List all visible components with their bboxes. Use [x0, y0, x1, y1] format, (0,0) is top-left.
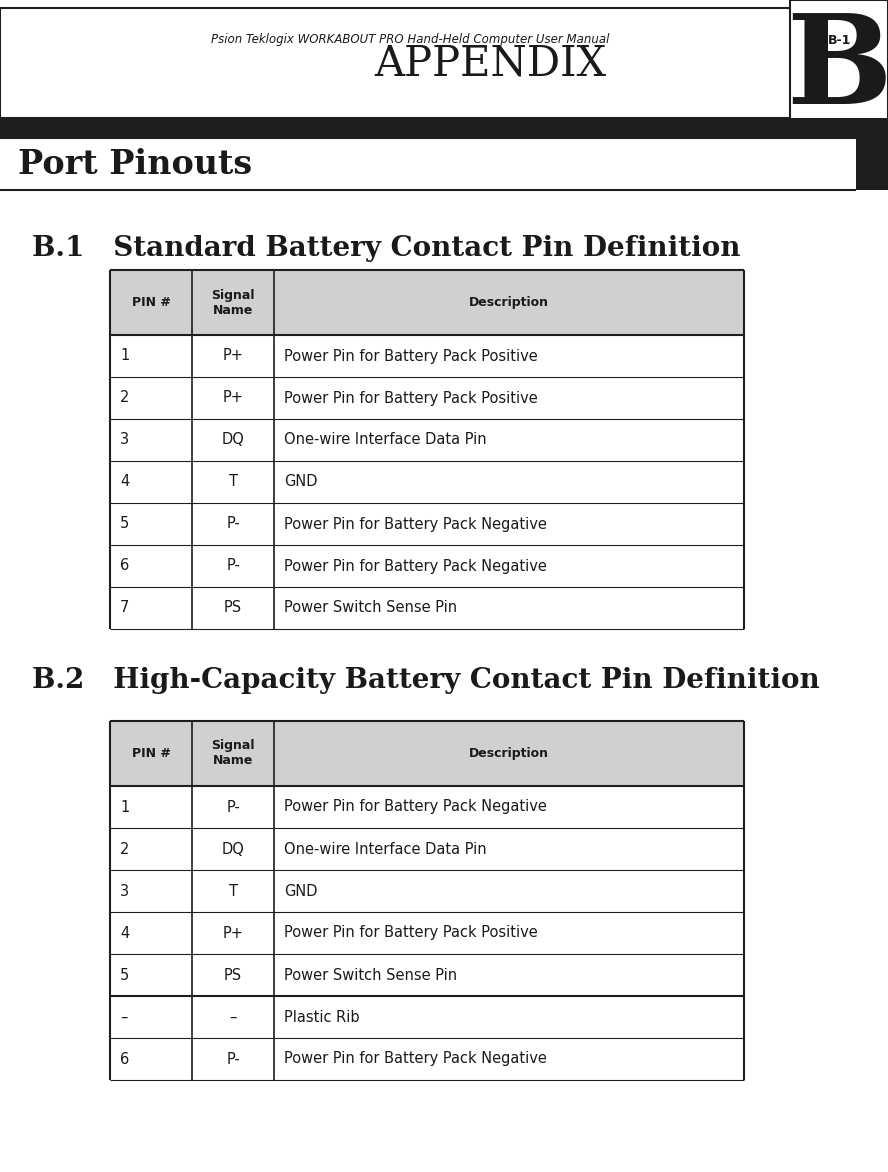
- Bar: [110, 1038, 744, 1081]
- Text: One-wire Interface Data Pin: One-wire Interface Data Pin: [284, 432, 487, 448]
- Bar: [0, 8, 856, 118]
- Text: 5: 5: [120, 968, 130, 982]
- Text: Power Pin for Battery Pack Negative: Power Pin for Battery Pack Negative: [284, 1051, 547, 1067]
- Text: 1: 1: [120, 799, 130, 815]
- Bar: [110, 870, 744, 912]
- Bar: [110, 912, 744, 954]
- Bar: [110, 996, 744, 1038]
- Text: One-wire Interface Data Pin: One-wire Interface Data Pin: [284, 841, 487, 857]
- Text: DQ: DQ: [222, 841, 244, 857]
- Text: 2: 2: [120, 841, 130, 857]
- Text: Power Pin for Battery Pack Positive: Power Pin for Battery Pack Positive: [284, 926, 538, 940]
- Text: Signal
Name: Signal Name: [211, 740, 255, 768]
- Text: P-: P-: [226, 517, 240, 531]
- Text: PS: PS: [224, 968, 242, 982]
- Text: 2: 2: [120, 390, 130, 406]
- Text: 6: 6: [120, 559, 130, 573]
- Text: P+: P+: [223, 926, 243, 940]
- Text: PIN #: PIN #: [131, 297, 170, 309]
- Text: APPENDIX: APPENDIX: [374, 42, 607, 84]
- Text: P-: P-: [226, 799, 240, 815]
- Bar: [110, 587, 744, 629]
- Text: 4: 4: [120, 926, 130, 940]
- Bar: [110, 461, 744, 503]
- Text: –: –: [120, 1009, 127, 1024]
- Text: 5: 5: [120, 517, 130, 531]
- Bar: [110, 420, 744, 461]
- Bar: [110, 270, 744, 335]
- Text: 3: 3: [120, 432, 129, 448]
- Text: Description: Description: [469, 297, 549, 309]
- Text: PS: PS: [224, 600, 242, 615]
- Text: P-: P-: [226, 1051, 240, 1067]
- Bar: [0, 138, 856, 190]
- Text: Power Switch Sense Pin: Power Switch Sense Pin: [284, 600, 457, 615]
- Bar: [110, 721, 744, 786]
- Text: Plastic Rib: Plastic Rib: [284, 1009, 360, 1024]
- Text: 6: 6: [120, 1051, 130, 1067]
- Text: GND: GND: [284, 884, 318, 899]
- Bar: [110, 545, 744, 587]
- Bar: [856, 8, 888, 138]
- Text: 4: 4: [120, 475, 130, 490]
- Text: Power Switch Sense Pin: Power Switch Sense Pin: [284, 968, 457, 982]
- Text: Power Pin for Battery Pack Negative: Power Pin for Battery Pack Negative: [284, 559, 547, 573]
- Text: B: B: [786, 8, 888, 129]
- Text: Description: Description: [469, 747, 549, 759]
- Bar: [110, 954, 744, 996]
- Text: 7: 7: [120, 600, 130, 615]
- Bar: [110, 503, 744, 545]
- Text: B.2   High-Capacity Battery Contact Pin Definition: B.2 High-Capacity Battery Contact Pin De…: [32, 668, 820, 695]
- Bar: [110, 377, 744, 420]
- Text: Power Pin for Battery Pack Positive: Power Pin for Battery Pack Positive: [284, 348, 538, 363]
- Text: –: –: [229, 1009, 237, 1024]
- Bar: [790, 0, 888, 128]
- Text: P+: P+: [223, 390, 243, 406]
- Text: DQ: DQ: [222, 432, 244, 448]
- Text: B.1   Standard Battery Contact Pin Definition: B.1 Standard Battery Contact Pin Definit…: [32, 234, 741, 261]
- Text: T: T: [228, 475, 237, 490]
- Text: Port Pinouts: Port Pinouts: [18, 148, 252, 180]
- Text: 3: 3: [120, 884, 129, 899]
- Text: GND: GND: [284, 475, 318, 490]
- Bar: [110, 786, 744, 827]
- Text: 1: 1: [120, 348, 130, 363]
- Bar: [110, 335, 744, 377]
- Bar: [110, 827, 744, 870]
- Text: PIN #: PIN #: [131, 747, 170, 759]
- Text: P+: P+: [223, 348, 243, 363]
- Text: B-1: B-1: [829, 34, 852, 47]
- Text: Psion Teklogix WORKABOUT PRO Hand-Held Computer User Manual: Psion Teklogix WORKABOUT PRO Hand-Held C…: [210, 34, 609, 47]
- Bar: [0, 118, 888, 138]
- Text: T: T: [228, 884, 237, 899]
- Text: P-: P-: [226, 559, 240, 573]
- Text: Signal
Name: Signal Name: [211, 288, 255, 316]
- Text: Power Pin for Battery Pack Negative: Power Pin for Battery Pack Negative: [284, 517, 547, 531]
- Text: Power Pin for Battery Pack Negative: Power Pin for Battery Pack Negative: [284, 799, 547, 815]
- Bar: [856, 138, 888, 190]
- Text: Power Pin for Battery Pack Positive: Power Pin for Battery Pack Positive: [284, 390, 538, 406]
